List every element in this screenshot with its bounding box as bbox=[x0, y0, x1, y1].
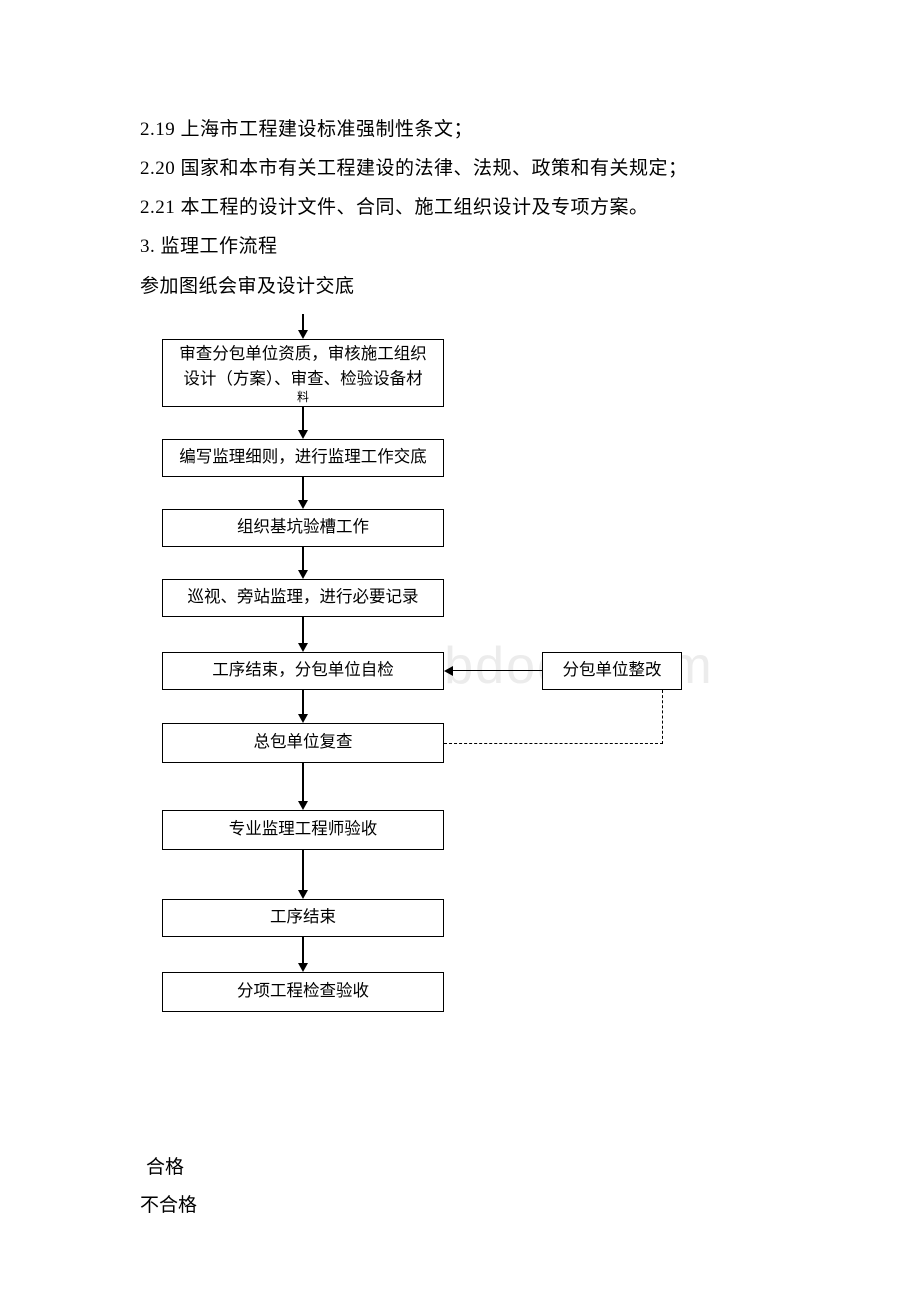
arrow-5 bbox=[302, 690, 304, 716]
flowchart-container: www.bdocx.com 审查分包单位资质，审核施工组织 设计（方案）、审查、… bbox=[162, 314, 722, 1034]
flow-box-8: 工序结束 bbox=[162, 899, 444, 937]
flow-box-3-text: 组织基坑验槽工作 bbox=[237, 515, 369, 540]
flow-box-5: 工序结束，分包单位自检 bbox=[162, 652, 444, 690]
paragraph-2-19: 2.19 上海市工程建设标准强制性条文； bbox=[140, 110, 780, 149]
footer-pass: 合格 bbox=[146, 1152, 184, 1179]
paragraph-intro: 参加图纸会审及设计交底 bbox=[140, 267, 780, 306]
flow-box-4-text: 巡视、旁站监理，进行必要记录 bbox=[188, 585, 419, 610]
paragraph-3: 3. 监理工作流程 bbox=[140, 227, 780, 266]
arrow-4 bbox=[302, 617, 304, 645]
flow-box-4: 巡视、旁站监理，进行必要记录 bbox=[162, 579, 444, 617]
arrow-3 bbox=[302, 547, 304, 572]
flow-box-7-text: 专业监理工程师验收 bbox=[229, 817, 378, 842]
dotted-horiz bbox=[444, 743, 663, 744]
flow-box-1-line3: 料 bbox=[179, 391, 427, 403]
flow-box-9: 分项工程检查验收 bbox=[162, 972, 444, 1012]
arrow-side-h bbox=[453, 670, 542, 672]
arrow-8-head bbox=[298, 963, 308, 972]
arrow-8 bbox=[302, 937, 304, 965]
arrow-2 bbox=[302, 477, 304, 502]
arrow-3-head bbox=[298, 570, 308, 579]
flow-box-6-text: 总包单位复查 bbox=[254, 730, 353, 755]
flow-box-6: 总包单位复查 bbox=[162, 723, 444, 763]
arrow-2-head bbox=[298, 500, 308, 509]
arrow-7 bbox=[302, 850, 304, 892]
arrow-4-head bbox=[298, 643, 308, 652]
flow-box-side: 分包单位整改 bbox=[542, 652, 682, 690]
flow-box-2: 编写监理细则，进行监理工作交底 bbox=[162, 439, 444, 477]
flow-box-2-text: 编写监理细则，进行监理工作交底 bbox=[179, 445, 427, 470]
dotted-vert bbox=[662, 690, 663, 744]
arrow-6-head bbox=[298, 801, 308, 810]
flow-box-9-text: 分项工程检查验收 bbox=[237, 979, 369, 1004]
arrow-1 bbox=[302, 407, 304, 432]
paragraph-2-20: 2.20 国家和本市有关工程建设的法律、法规、政策和有关规定； bbox=[140, 149, 780, 188]
flow-box-5-text: 工序结束，分包单位自检 bbox=[212, 658, 394, 683]
arrow-1-head bbox=[298, 430, 308, 439]
footer-fail: 不合格 bbox=[140, 1190, 197, 1217]
paragraph-2-21: 2.21 本工程的设计文件、合同、施工组织设计及专项方案。 bbox=[140, 188, 780, 227]
arrow-5-head bbox=[298, 714, 308, 723]
flow-box-1-line1: 审查分包单位资质，审核施工组织 bbox=[179, 342, 427, 367]
flow-box-1: 审查分包单位资质，审核施工组织 设计（方案）、审查、检验设备材 料 bbox=[162, 339, 444, 407]
arrow-0-head bbox=[298, 330, 308, 339]
flow-box-8-text: 工序结束 bbox=[270, 905, 336, 930]
arrow-7-head bbox=[298, 890, 308, 899]
flow-box-1-line2: 设计（方案）、审查、检验设备材 bbox=[179, 367, 427, 392]
flow-box-side-text: 分包单位整改 bbox=[563, 658, 662, 683]
flow-box-7: 专业监理工程师验收 bbox=[162, 810, 444, 850]
flow-box-3: 组织基坑验槽工作 bbox=[162, 509, 444, 547]
arrow-side-head bbox=[444, 666, 453, 676]
arrow-6 bbox=[302, 763, 304, 803]
